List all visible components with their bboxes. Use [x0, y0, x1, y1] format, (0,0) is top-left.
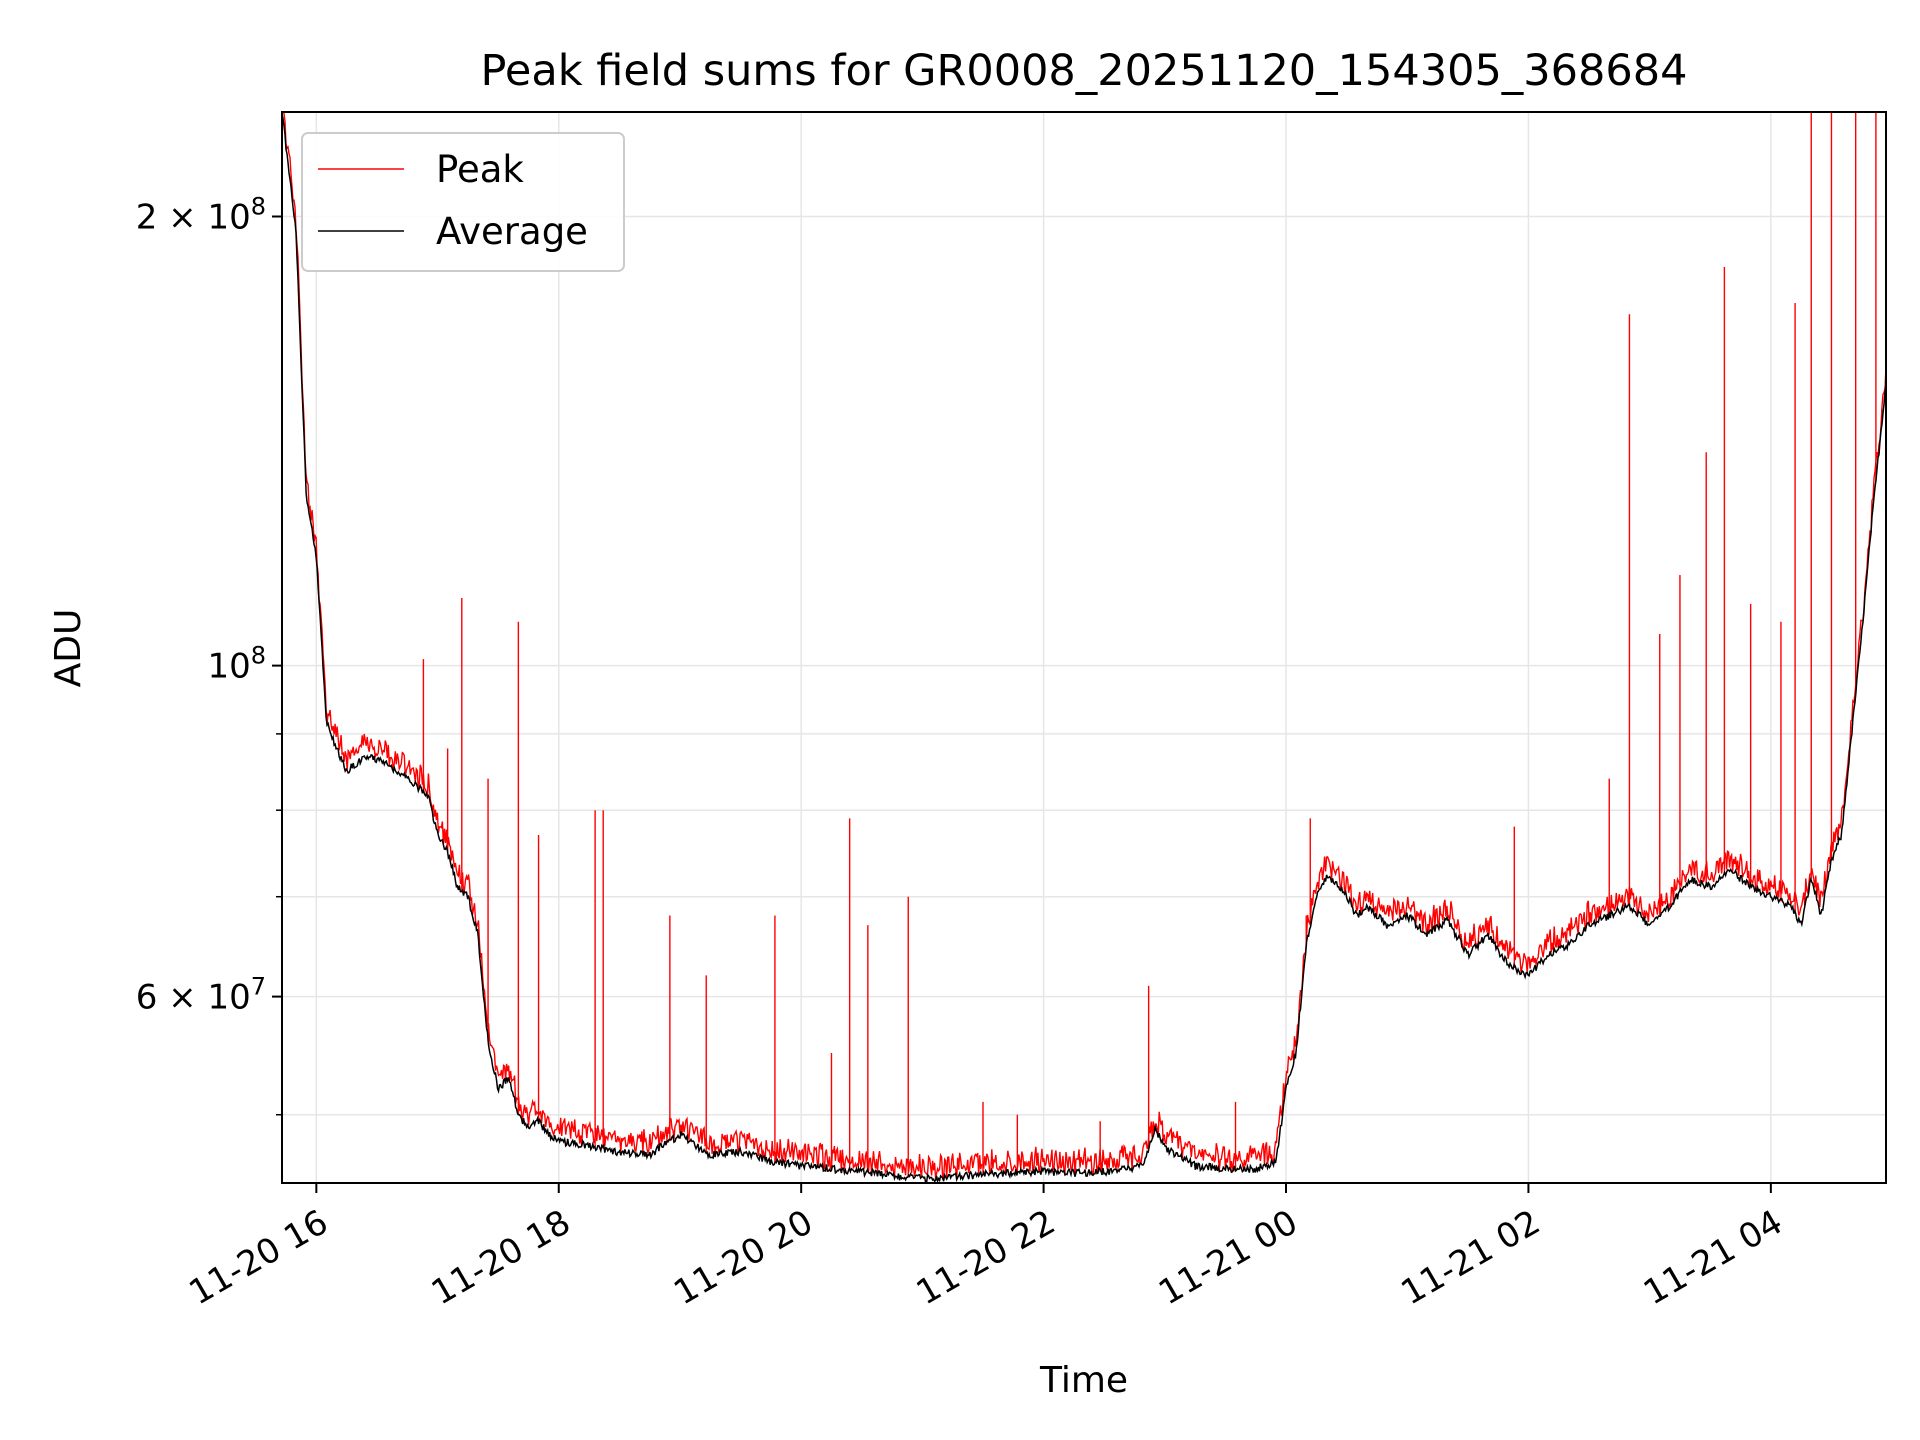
legend-box [301, 132, 625, 272]
y-tick-base: 10 [207, 647, 250, 687]
peak-series-line [283, 112, 1886, 1180]
grid [282, 112, 1886, 1183]
x-axis-label: Time [1039, 1360, 1128, 1401]
y-axis-label: ADU [48, 609, 89, 688]
plot-frame [281, 111, 1887, 1184]
y-tick-base: 6 × 10 [136, 978, 251, 1018]
y-tick-label: 108 [207, 642, 266, 687]
legend-average-label: Average [436, 210, 588, 253]
y-tick-label: 2 × 108 [136, 192, 266, 237]
y-tick-exponent: 8 [251, 192, 266, 220]
plot-area [282, 112, 1886, 1183]
y-tick-label: 6 × 107 [136, 973, 266, 1018]
legend: Peak Average [301, 132, 625, 272]
chart-title: Peak field sums for GR0008_20251120_1543… [481, 46, 1688, 96]
y-tick-exponent: 7 [251, 973, 266, 1001]
y-tick-exponent: 8 [251, 642, 266, 670]
y-tick-base: 2 × 10 [136, 197, 251, 237]
average-series-line [282, 114, 1886, 1183]
series-layer [282, 112, 1886, 1183]
legend-peak-label: Peak [436, 148, 524, 191]
